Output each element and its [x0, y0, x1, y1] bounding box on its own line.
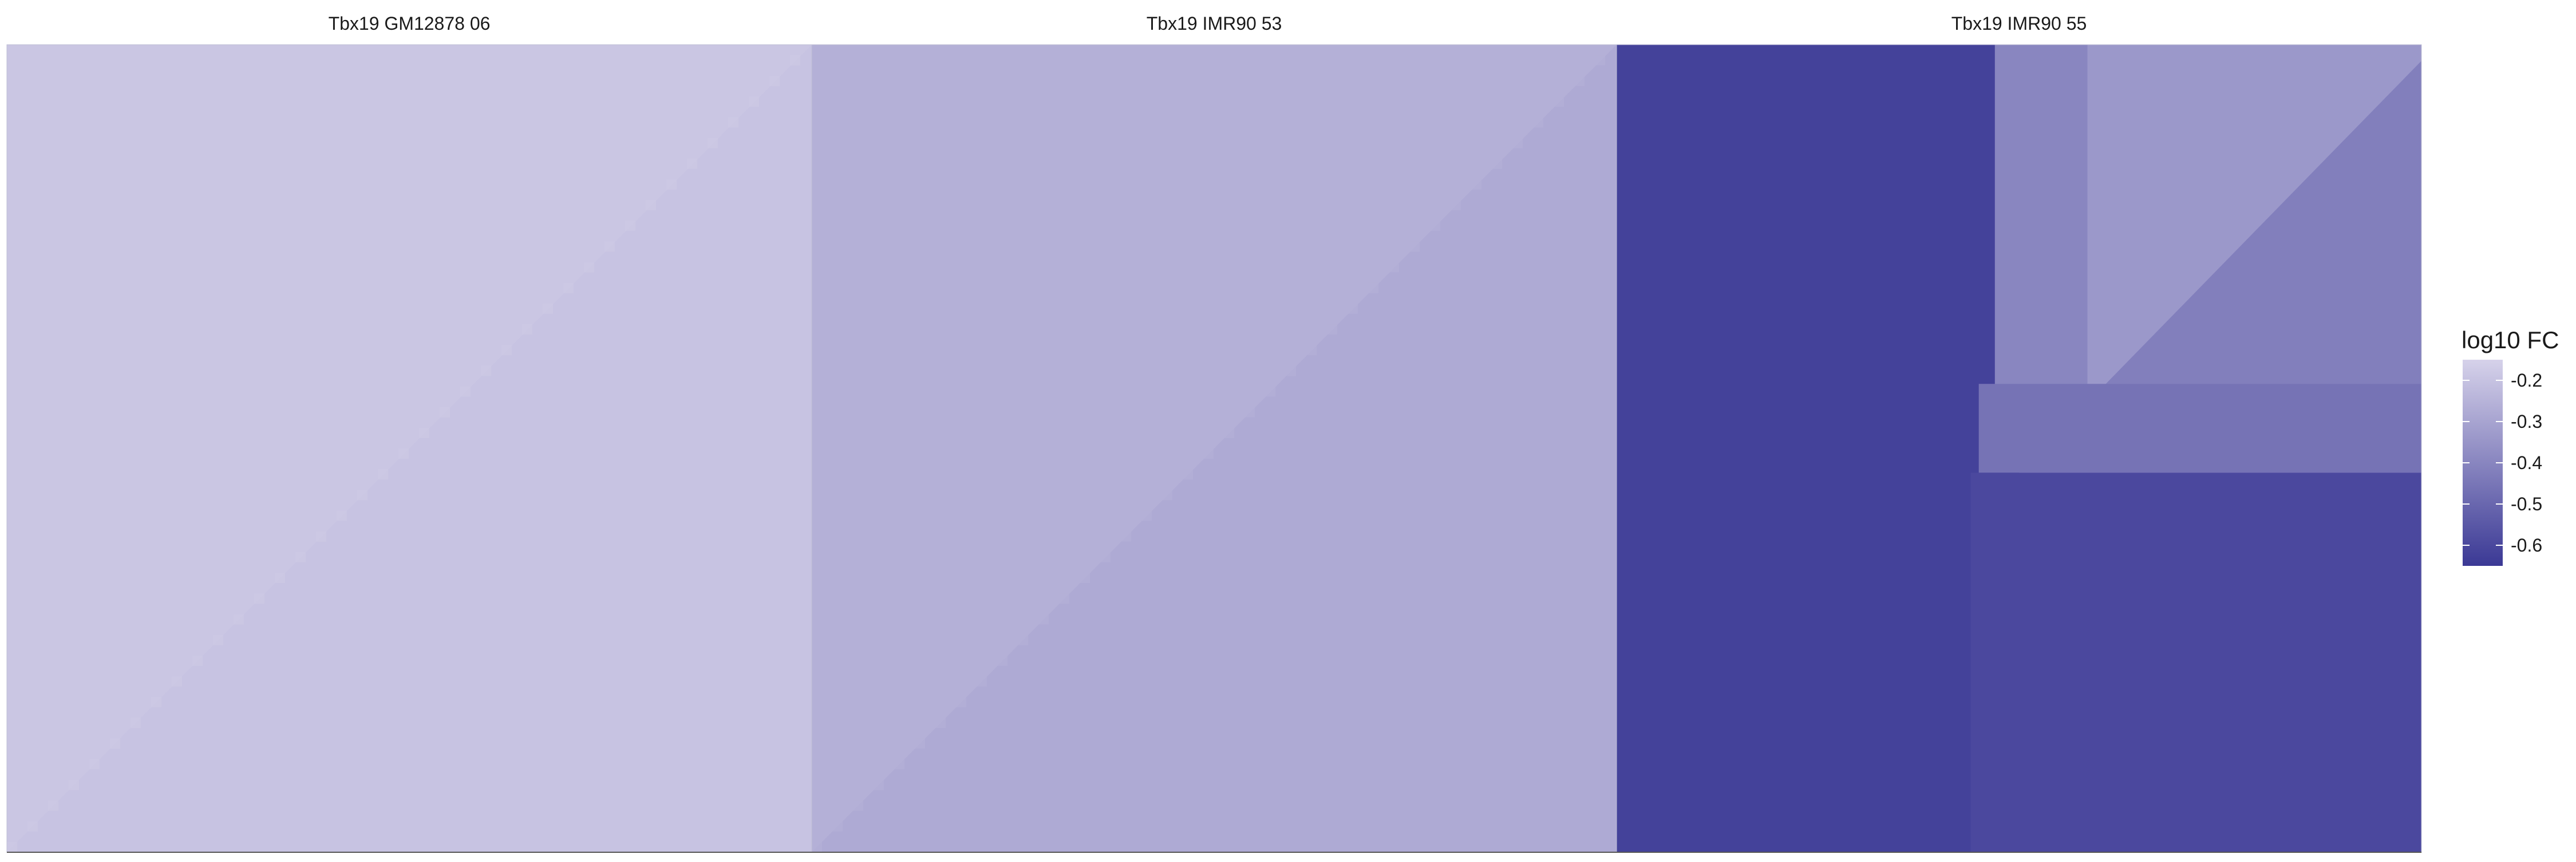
- heatmap-cell: [977, 676, 987, 687]
- heatmap-cell: [935, 718, 946, 729]
- heatmap-cell: [605, 241, 615, 252]
- heatmap-cell: [481, 365, 491, 376]
- heatmap-cell: [378, 469, 388, 480]
- heatmap-cell: [192, 655, 203, 666]
- heatmap-region-right-triangle: [2019, 61, 2421, 473]
- heatmap-cell: [295, 552, 306, 562]
- heatmap-cell: [1430, 221, 1440, 231]
- heatmap-cell: [419, 427, 429, 438]
- heatmap-cell: [254, 593, 264, 604]
- heatmap-cell: [1306, 345, 1317, 356]
- heatmap-region-middle-band: [1978, 384, 2421, 473]
- heatmap-cell: [1100, 552, 1111, 562]
- heatmap-cell: [1121, 531, 1131, 542]
- heatmap-cell: [1141, 510, 1152, 521]
- heatmap-cell: [7, 841, 17, 852]
- heatmap-cell: [275, 572, 285, 583]
- heatmap-cell: [1203, 448, 1214, 459]
- heatmap-cell: [1595, 55, 1605, 66]
- heatmap-cell: [874, 780, 884, 790]
- heatmap-cell: [440, 407, 450, 418]
- heatmap-cell: [1451, 200, 1461, 211]
- legend-tick-label: -0.4: [2511, 452, 2542, 473]
- panel-title: Tbx19 GM12878 06: [329, 13, 491, 34]
- heatmap-cell: [151, 696, 161, 707]
- heatmap-cell: [1327, 324, 1337, 335]
- heatmap-cell: [1574, 76, 1585, 86]
- heatmap-cell: [234, 614, 244, 625]
- heatmap-cell: [48, 800, 58, 811]
- legend-tick-label: -0.6: [2511, 535, 2542, 556]
- heatmap-panel-3: Tbx19 IMR90 55: [1616, 13, 2422, 853]
- heatmap-cell: [1162, 490, 1172, 501]
- heatmap-cell: [708, 137, 718, 148]
- heatmap-cell: [584, 262, 594, 273]
- heatmap-cell: [172, 676, 182, 687]
- heatmap-cell: [894, 759, 904, 770]
- heatmap-cell: [316, 531, 326, 542]
- panel-title: Tbx19 IMR90 53: [1147, 13, 1282, 34]
- heatmap-cell: [1554, 96, 1564, 107]
- heatmap-cell: [687, 158, 697, 169]
- heatmap-cell: [1080, 572, 1090, 583]
- heatmap-cell: [1492, 158, 1502, 169]
- heatmap-cell: [522, 324, 532, 335]
- heatmap-cell: [563, 282, 574, 293]
- heatmap-cell: [728, 117, 738, 128]
- legend-title: log10 FC: [2462, 326, 2559, 353]
- heatmap-cell: [337, 510, 347, 521]
- heatmap-cell: [89, 759, 100, 770]
- panel-title: Tbx19 IMR90 55: [1951, 13, 2087, 34]
- heatmap-cell: [460, 386, 471, 397]
- heatmap-cell: [501, 345, 512, 356]
- heatmap-cell: [1409, 241, 1420, 252]
- heatmap-region-upper-middle-strip: [1994, 45, 2088, 448]
- heatmap-cell: [790, 55, 800, 66]
- heatmap-cell: [1224, 427, 1234, 438]
- heatmap-cell: [915, 738, 925, 749]
- heatmap-cell: [1389, 262, 1399, 273]
- heatmap-cell: [769, 76, 780, 86]
- heatmap-cell: [1471, 179, 1481, 190]
- heatmap-cell: [69, 780, 79, 790]
- heatmap-cell: [398, 448, 409, 459]
- heatmap-cell: [646, 200, 656, 211]
- heatmap-cell: [1533, 117, 1543, 128]
- heatmap-cell: [213, 635, 223, 645]
- heatmap-cell: [1348, 303, 1358, 314]
- heatmap-cell: [1512, 137, 1523, 148]
- heatmap-cell: [1286, 365, 1296, 376]
- heatmap-region-left-block: [1617, 45, 1995, 852]
- legend-tick-label: -0.5: [2511, 494, 2542, 514]
- legend-tick-label: -0.2: [2511, 370, 2542, 391]
- heatmap-cell: [853, 800, 863, 811]
- heatmap-cell: [832, 821, 843, 832]
- heatmap-cell: [812, 841, 822, 852]
- heatmap-cell: [1038, 614, 1049, 625]
- heatmap-cell: [666, 179, 677, 190]
- heatmap-cell: [997, 655, 1008, 666]
- heatmap-cell: [1368, 282, 1378, 293]
- heatmap-cell: [1183, 469, 1193, 480]
- heatmap-cell: [110, 738, 120, 749]
- heatmap-cell: [749, 96, 759, 107]
- heatmap-panel-2: Tbx19 IMR90 53: [811, 13, 1617, 853]
- heatmap-cell: [27, 821, 38, 832]
- heatmap-cell: [357, 490, 368, 501]
- heatmap-cell: [1265, 386, 1275, 397]
- legend: log10 FC -0.2 -0.3 -0.4 -0.5 -0.6: [2462, 326, 2559, 566]
- heatmap-cell: [1244, 407, 1255, 418]
- heatmap-cell: [131, 718, 141, 729]
- heatmap-panel-1: Tbx19 GM12878 06: [6, 13, 812, 853]
- heatmap-region-bottom-block: [1970, 473, 2421, 852]
- heatmap-cell: [625, 221, 635, 231]
- legend-tick-label: -0.3: [2511, 411, 2542, 432]
- heatmap-cell: [1018, 635, 1028, 645]
- heatmap-cell: [543, 303, 553, 314]
- heatmap-cell: [956, 696, 966, 707]
- heatmap-cell: [1059, 593, 1069, 604]
